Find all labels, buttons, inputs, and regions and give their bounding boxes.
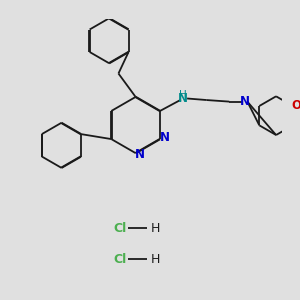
Text: H: H bbox=[151, 221, 160, 235]
Text: N: N bbox=[240, 95, 250, 108]
Text: N: N bbox=[178, 92, 188, 105]
Text: Cl: Cl bbox=[113, 253, 126, 266]
Text: N: N bbox=[160, 131, 170, 144]
Text: N: N bbox=[135, 148, 145, 161]
Text: O: O bbox=[291, 100, 300, 112]
Text: Cl: Cl bbox=[113, 221, 126, 235]
Text: H: H bbox=[151, 253, 160, 266]
Text: H: H bbox=[179, 90, 187, 100]
